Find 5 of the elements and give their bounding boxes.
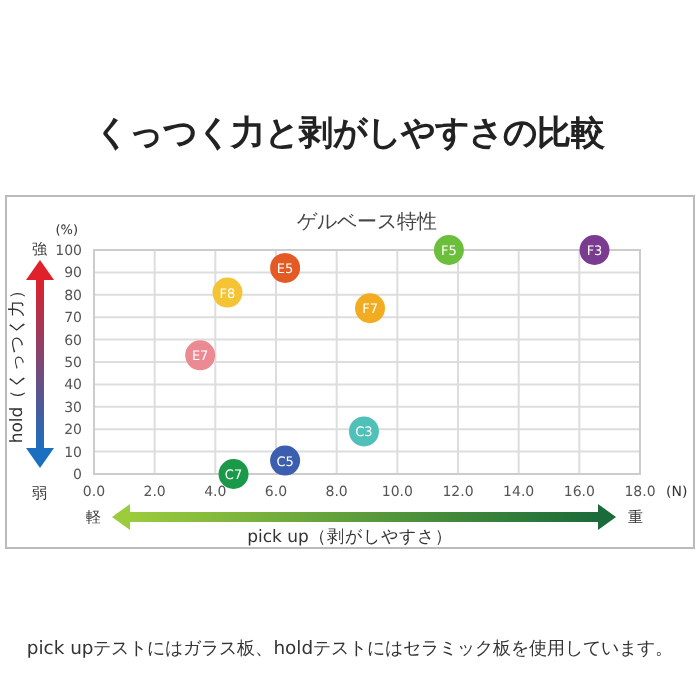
chart-subtitle: ゲルベース特性 [297, 210, 437, 234]
chart-title: くっつく力と剥がしやすさの比較 [95, 114, 607, 154]
x-axis-title: pick up（剥がしやすさ） [247, 526, 453, 548]
y-axis-title: hold（くっつく力） [6, 280, 28, 444]
text: pick upテストにはガラス板、holdテストにはセラミック板を使用しています。 [26, 638, 674, 660]
